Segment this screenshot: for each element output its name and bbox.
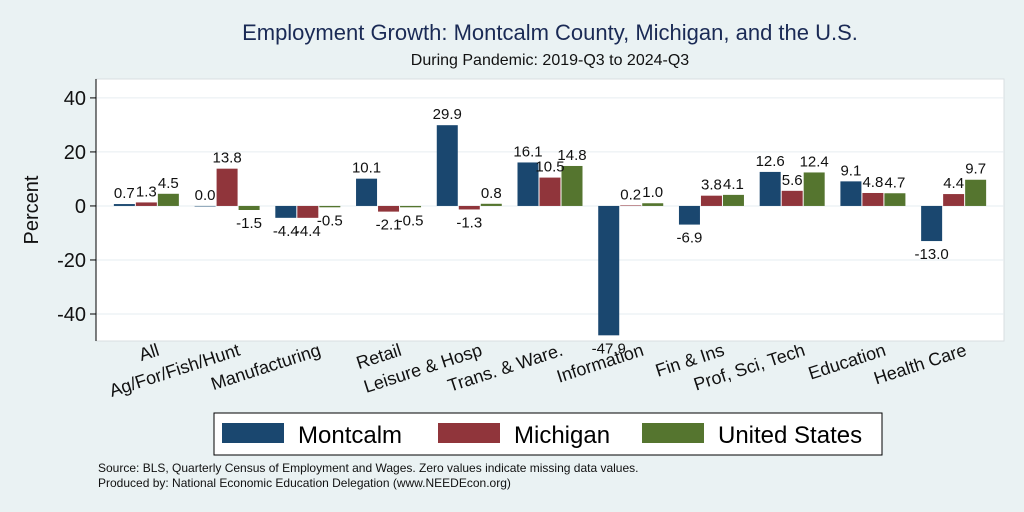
data-label-montcalm-trans-ware: 16.1 (513, 143, 542, 160)
data-label-united-states-leisure-hosp: 0.8 (481, 185, 502, 202)
bar-michigan-health-care (943, 194, 965, 206)
legend-swatch-united-states (642, 423, 704, 443)
data-label-michigan-fin-ins: 3.8 (701, 177, 722, 194)
data-label-montcalm-leisure-hosp: 29.9 (433, 106, 462, 123)
bar-montcalm-ag-for-fish-hunt (194, 205, 216, 207)
data-label-montcalm-health-care: -13.0 (915, 246, 949, 263)
y-tick-label: 20 (64, 142, 86, 164)
bar-michigan-ag-for-fish-hunt (216, 168, 238, 206)
data-label-united-states-education: 4.7 (884, 174, 905, 191)
bar-united-states-leisure-hosp (480, 203, 502, 206)
bar-michigan-trans-ware (539, 177, 561, 206)
data-label-montcalm-education: 9.1 (840, 162, 861, 179)
y-tick-label: -20 (57, 250, 86, 272)
bar-united-states-all (157, 193, 179, 206)
data-label-united-states-information: 1.0 (642, 184, 663, 201)
chart-subtitle: During Pandemic: 2019-Q3 to 2024-Q3 (411, 52, 689, 69)
legend-label-united-states: United States (718, 422, 862, 449)
data-label-michigan-ag-for-fish-hunt: 13.8 (212, 150, 241, 167)
bar-united-states-health-care (965, 179, 987, 206)
bar-united-states-retail (400, 205, 422, 208)
bar-montcalm-manufacturing (275, 205, 297, 218)
data-label-michigan-all: 1.3 (136, 183, 157, 200)
data-label-michigan-prof-sci-tech: 5.6 (782, 172, 803, 189)
data-label-montcalm-information: -47.9 (592, 340, 626, 357)
data-label-united-states-prof-sci-tech: 12.4 (800, 153, 829, 170)
data-label-montcalm-fin-ins: -6.9 (677, 230, 703, 247)
bar-montcalm-education (840, 181, 862, 206)
legend-label-michigan: Michigan (514, 422, 610, 449)
data-label-michigan-retail: -2.1 (376, 217, 402, 234)
legend-swatch-michigan (438, 423, 500, 443)
bar-michigan-retail (378, 205, 400, 212)
bar-united-states-manufacturing (319, 205, 341, 208)
bar-united-states-information (642, 203, 664, 206)
y-tick-label: -40 (57, 304, 86, 326)
y-tick-label: 40 (64, 88, 86, 110)
bar-united-states-trans-ware (561, 165, 583, 206)
bar-united-states-fin-ins (722, 194, 744, 206)
chart-title: Employment Growth: Montcalm County, Mich… (242, 20, 858, 45)
data-label-montcalm-all: 0.7 (114, 185, 135, 202)
bar-united-states-ag-for-fish-hunt (238, 205, 260, 210)
bar-michigan-fin-ins (700, 195, 722, 206)
bar-michigan-information (620, 205, 642, 206)
bar-montcalm-leisure-hosp (436, 125, 458, 206)
bar-michigan-prof-sci-tech (781, 190, 803, 206)
data-label-michigan-information: 0.2 (620, 186, 641, 203)
plot-area (95, 78, 1005, 342)
data-label-michigan-manufacturing: -4.4 (295, 223, 321, 240)
data-label-united-states-trans-ware: 14.8 (557, 147, 586, 164)
data-label-michigan-education: 4.8 (862, 174, 883, 191)
y-tick-label: 0 (75, 196, 86, 218)
data-label-montcalm-manufacturing: -4.4 (273, 223, 299, 240)
bar-montcalm-retail (356, 178, 378, 206)
produced-by-note: Produced by: National Economic Education… (98, 476, 511, 490)
bar-montcalm-health-care (921, 205, 943, 242)
bar-michigan-manufacturing (297, 205, 319, 218)
bar-montcalm-information (598, 205, 620, 336)
data-label-united-states-fin-ins: 4.1 (723, 176, 744, 193)
data-label-united-states-health-care: 9.7 (965, 161, 986, 178)
data-label-michigan-trans-ware: 10.5 (535, 159, 564, 176)
bar-michigan-leisure-hosp (458, 205, 480, 210)
legend-label-montcalm: Montcalm (298, 422, 402, 449)
bar-montcalm-trans-ware (517, 162, 539, 206)
data-label-montcalm-ag-for-fish-hunt: 0.0 (195, 187, 216, 204)
data-label-michigan-leisure-hosp: -1.3 (456, 214, 482, 231)
bar-michigan-all (135, 202, 157, 206)
bar-united-states-education (884, 193, 906, 206)
data-label-montcalm-prof-sci-tech: 12.6 (756, 153, 785, 170)
data-label-united-states-retail: -0.5 (398, 212, 424, 229)
bar-montcalm-all (113, 204, 135, 206)
bar-montcalm-prof-sci-tech (759, 171, 781, 206)
bar-michigan-education (862, 192, 884, 206)
bar-united-states-prof-sci-tech (803, 172, 825, 206)
data-label-united-states-ag-for-fish-hunt: -1.5 (236, 215, 262, 232)
legend: Montcalm Michigan United States (213, 412, 883, 456)
y-axis-label: Percent (21, 175, 43, 244)
data-label-montcalm-retail: 10.1 (352, 160, 381, 177)
source-note: Source: BLS, Quarterly Census of Employm… (98, 461, 639, 475)
bar-montcalm-fin-ins (678, 205, 700, 225)
data-label-united-states-manufacturing: -0.5 (317, 212, 343, 229)
data-label-michigan-health-care: 4.4 (943, 175, 964, 192)
data-label-united-states-all: 4.5 (158, 175, 179, 192)
legend-swatch-montcalm (222, 423, 284, 443)
